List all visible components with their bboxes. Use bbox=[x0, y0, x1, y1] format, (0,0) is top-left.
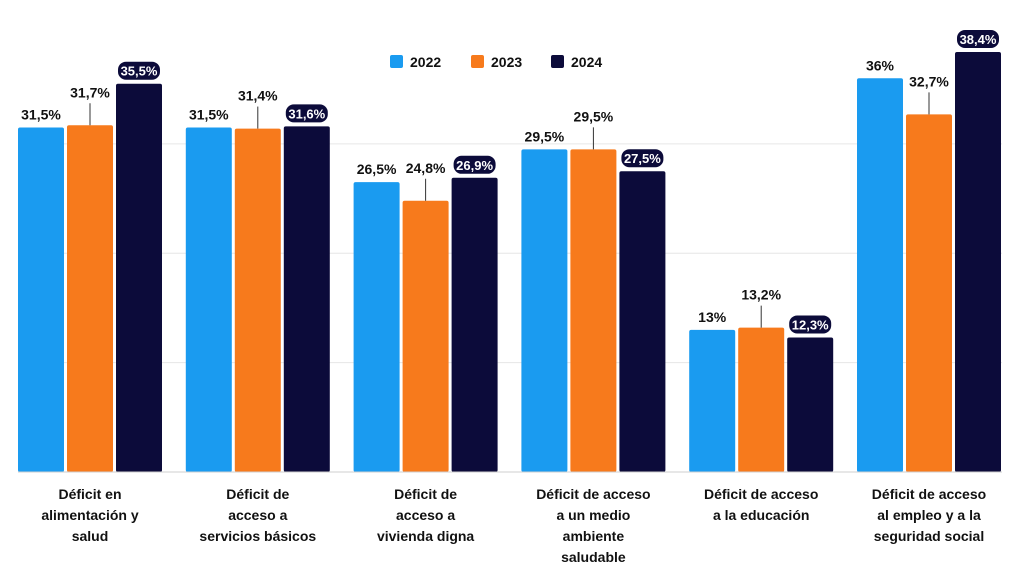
data-label: 29,5% bbox=[574, 108, 614, 124]
data-label: 31,7% bbox=[70, 84, 110, 100]
bar-2024 bbox=[283, 126, 330, 472]
x-tick-label-line: Déficit en bbox=[58, 486, 122, 502]
bar-2022 bbox=[857, 78, 903, 472]
bar-2022 bbox=[18, 127, 64, 472]
data-label: 13,2% bbox=[741, 287, 781, 303]
data-label-pill bbox=[621, 149, 664, 168]
data-label: 24,8% bbox=[406, 160, 446, 176]
data-label-pill bbox=[789, 315, 832, 334]
x-tick-label-line: Déficit de acceso bbox=[703, 486, 819, 502]
bar-2022 bbox=[689, 329, 736, 472]
x-tick-label-line: acceso a bbox=[228, 507, 288, 523]
x-tick-label: Déficit en alimentación y salud bbox=[10, 484, 170, 547]
x-tick-label-line: salud bbox=[71, 528, 109, 544]
bar-2023 bbox=[67, 125, 113, 472]
x-tick-label: Déficit de acceso a un medio ambiente salud… bbox=[513, 484, 673, 568]
x-tick-label: Déficit de acceso a vivienda digna bbox=[346, 484, 506, 547]
bar-2023 bbox=[906, 114, 952, 472]
bar-2022 bbox=[521, 149, 568, 472]
bar-2023 bbox=[738, 327, 785, 472]
bar-2023 bbox=[402, 200, 449, 472]
data-label: 31,5% bbox=[189, 106, 229, 122]
data-label: 26,9% bbox=[456, 158, 493, 173]
bar-2022 bbox=[185, 127, 232, 472]
data-label: 38,4% bbox=[960, 32, 997, 47]
bar-2022 bbox=[353, 182, 400, 472]
x-tick-label: Déficit de acceso al empleo y a la segurid… bbox=[849, 484, 1009, 547]
data-label: 26,5% bbox=[357, 161, 397, 177]
x-tick-label-line: Déficit de acceso bbox=[871, 486, 987, 502]
data-label: 13% bbox=[698, 309, 727, 325]
data-label: 32,7% bbox=[909, 73, 949, 89]
bar-2024 bbox=[451, 177, 498, 472]
x-tick-label-line: al empleo y a la bbox=[877, 507, 981, 523]
bar-2024 bbox=[955, 52, 1001, 472]
bar-2024 bbox=[116, 83, 162, 472]
data-label: 31,5% bbox=[21, 106, 61, 122]
legend-swatch-2024 bbox=[551, 55, 564, 68]
bar-2023 bbox=[570, 149, 617, 472]
data-label: 31,6% bbox=[288, 106, 325, 121]
x-tick-label-line: acceso a bbox=[396, 507, 456, 523]
x-tick-label: Déficit de acceso a la educación bbox=[681, 484, 841, 526]
data-label-pill bbox=[118, 61, 160, 80]
bar-2024 bbox=[787, 337, 834, 472]
bar-2023 bbox=[234, 128, 281, 472]
data-label: 36% bbox=[866, 57, 895, 73]
data-label: 35,5% bbox=[121, 64, 158, 79]
x-tick-label-line: a la educación bbox=[712, 507, 810, 523]
x-tick-label-line: seguridad social bbox=[873, 528, 985, 544]
legend-label: 2024 bbox=[571, 54, 602, 70]
legend-label: 2022 bbox=[410, 54, 441, 70]
x-tick-label-line: vivienda digna bbox=[376, 528, 475, 544]
data-label-pill bbox=[957, 30, 999, 48]
data-label: 31,4% bbox=[238, 88, 278, 104]
bar-2024 bbox=[619, 171, 666, 472]
data-label-pill bbox=[453, 155, 496, 174]
x-tick-label-line: Déficit de acceso bbox=[536, 486, 651, 502]
x-tick-label: Déficit de acceso a servicios básicos bbox=[178, 484, 338, 547]
legend-swatch-2022 bbox=[390, 55, 403, 68]
legend-swatch-2023 bbox=[471, 55, 484, 68]
x-tick-label-line: ambiente bbox=[562, 528, 625, 544]
data-label: 29,5% bbox=[525, 128, 565, 144]
x-tick-label-line: saludable bbox=[561, 549, 626, 565]
data-label: 27,5% bbox=[624, 151, 661, 166]
x-tick-label-line: alimentación y bbox=[41, 507, 139, 523]
legend-label: 2023 bbox=[491, 54, 522, 70]
x-tick-label-line: servicios básicos bbox=[199, 528, 317, 544]
x-tick-label-line: Déficit de bbox=[226, 486, 290, 502]
data-label: 12,3% bbox=[792, 317, 829, 332]
x-tick-label-line: a un medio bbox=[556, 507, 631, 523]
data-label-pill bbox=[285, 104, 328, 123]
x-tick-label-line: Déficit de bbox=[394, 486, 458, 502]
